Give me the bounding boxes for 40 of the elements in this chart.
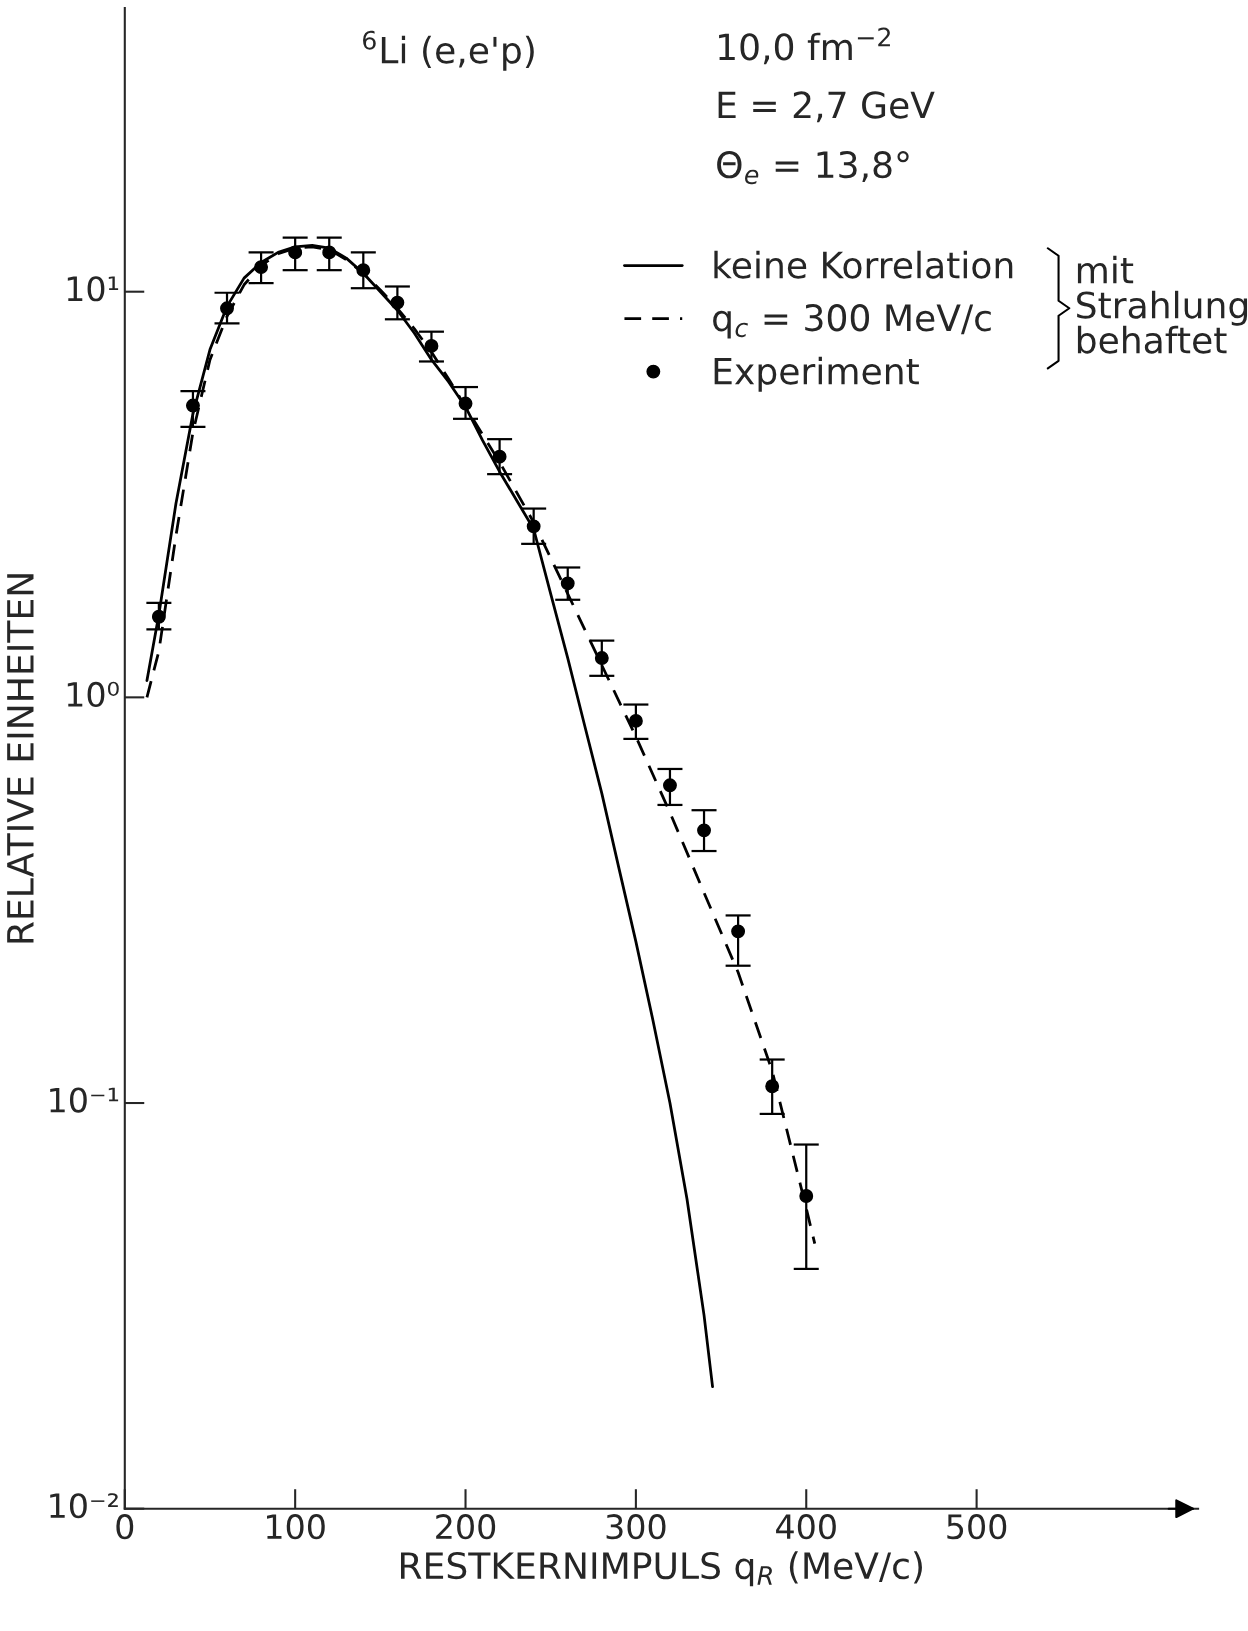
x-axis-title: RESTKERNIMPULS q$_{R}$ (MeV/c) <box>401 1551 922 1587</box>
legend-label: keine Korrelation <box>714 250 1013 279</box>
point <box>151 609 166 624</box>
y-tick-label: 10⁻¹ <box>50 1087 119 1113</box>
point <box>628 713 643 728</box>
point <box>663 778 677 793</box>
y-tick-label: 10⁻² <box>50 1493 118 1519</box>
x-tick-label: 500 <box>947 1514 1007 1540</box>
point <box>458 396 473 411</box>
annotation: E = 2,7 GeV <box>718 91 935 123</box>
y-axis-title: RELATIVE EINHEITEN <box>7 574 34 943</box>
x-tick-label: 200 <box>436 1514 496 1540</box>
point <box>185 398 200 413</box>
legend-label: Experiment <box>714 356 919 392</box>
point <box>254 260 269 275</box>
y-tick-label: 10⁰ <box>67 681 119 708</box>
point <box>220 301 234 316</box>
point <box>356 263 371 278</box>
x-tick-label: 100 <box>267 1514 325 1540</box>
annotation: mit Strahlung behaftet <box>1077 255 1248 354</box>
point <box>322 245 337 260</box>
annotation: $^{6}$Li (e,e'p) <box>363 30 534 71</box>
point <box>697 823 711 838</box>
x-tick-label: 400 <box>776 1514 836 1540</box>
point <box>765 1079 780 1094</box>
point <box>288 245 303 260</box>
point <box>731 924 746 939</box>
point <box>492 449 507 464</box>
point <box>560 576 575 591</box>
annotation: 10,0 fm$^{−2}$ <box>719 27 890 65</box>
point <box>799 1189 814 1203</box>
x-tick-label: 300 <box>606 1514 666 1540</box>
y-tick-label: 10¹ <box>67 276 119 302</box>
point <box>424 338 439 353</box>
point <box>526 519 541 534</box>
x-tick-label: 0 <box>116 1514 134 1540</box>
annotation: Θ$_{e}$ = 13,8° <box>717 151 909 185</box>
point <box>390 295 405 310</box>
legend-label: q$_{c}$ = 300 MeV/c <box>713 304 991 339</box>
point <box>594 651 609 665</box>
